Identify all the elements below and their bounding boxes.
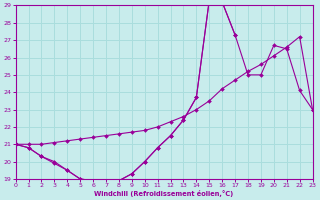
X-axis label: Windchill (Refroidissement éolien,°C): Windchill (Refroidissement éolien,°C) (94, 190, 234, 197)
